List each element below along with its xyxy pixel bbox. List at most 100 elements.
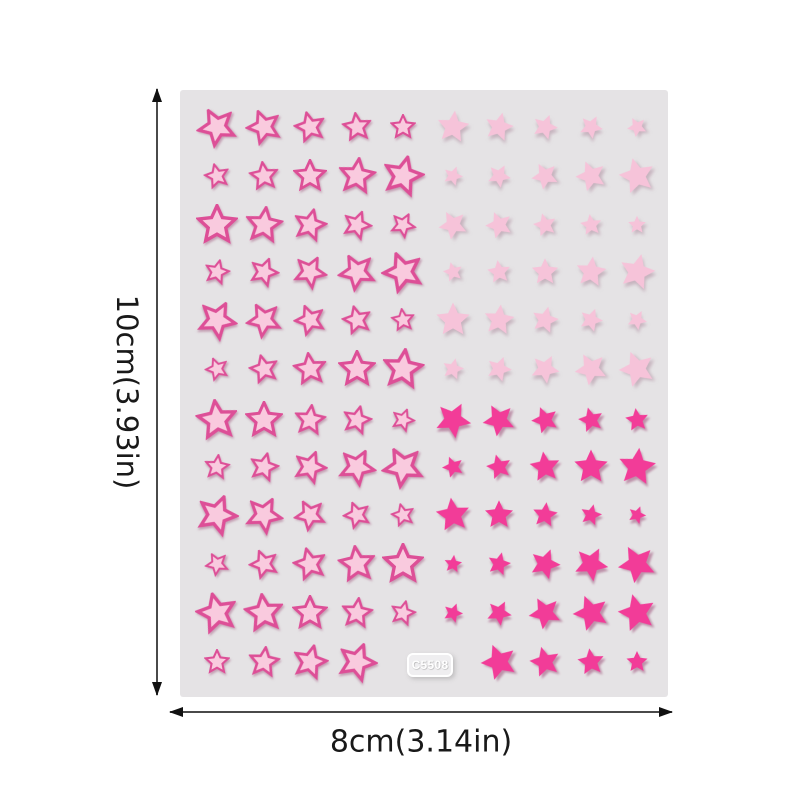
light-star-icon: [436, 302, 470, 335]
light-star-icon: [618, 351, 653, 387]
light-star-icon: [621, 254, 656, 290]
outline-star-icon: [337, 155, 378, 195]
hot-star-icon: [529, 646, 559, 677]
hot-star-icon: [617, 594, 654, 631]
hot-star-icon: [482, 405, 514, 437]
hot-star-icon: [533, 502, 558, 527]
light-star-icon: [574, 354, 606, 386]
outline-star-icon: [291, 350, 328, 386]
outline-star-icon: [294, 449, 329, 486]
light-star-icon: [576, 256, 607, 286]
light-star-icon: [488, 356, 512, 382]
hot-star-icon: [436, 403, 472, 439]
outline-star-icon: [293, 206, 329, 243]
outline-star-icon: [203, 552, 229, 578]
hot-star-icon: [487, 601, 512, 626]
height-dimension-label: 10cm(3.93in): [110, 294, 144, 490]
light-star-icon: [618, 158, 653, 194]
light-star-icon: [531, 356, 560, 384]
outline-star-icon: [292, 499, 326, 533]
outline-star-icon: [244, 302, 282, 340]
hot-star-icon: [441, 456, 463, 478]
outline-star-icon: [292, 109, 326, 144]
hot-star-icon: [444, 554, 463, 573]
outline-star-icon: [338, 448, 378, 488]
outline-star-icon: [245, 401, 283, 438]
outline-star-icon: [340, 110, 373, 142]
outline-star-icon: [292, 303, 325, 338]
hot-star-icon: [444, 603, 464, 623]
hot-star-icon: [625, 408, 648, 431]
outline-star-icon: [341, 500, 371, 531]
sticker-sheet: C5508: [180, 90, 668, 697]
width-dimension-arrow: [169, 707, 673, 717]
light-star-icon: [531, 163, 558, 190]
hot-star-icon: [528, 598, 560, 630]
height-dimension-arrow: [152, 88, 162, 696]
hot-star-icon: [486, 454, 510, 479]
hot-star-icon: [577, 648, 604, 675]
light-star-icon: [580, 116, 603, 139]
outline-star-icon: [336, 253, 376, 293]
hot-star-icon: [529, 451, 560, 481]
outline-star-icon: [195, 107, 237, 150]
hot-star-icon: [435, 497, 469, 531]
outline-star-icon: [389, 306, 416, 332]
outline-star-icon: [291, 545, 327, 582]
outline-star-icon: [247, 644, 282, 678]
light-star-icon: [580, 214, 602, 235]
light-star-icon: [438, 212, 467, 240]
light-star-icon: [627, 118, 647, 138]
light-star-icon: [628, 215, 646, 233]
light-star-icon: [580, 308, 603, 332]
outline-star-icon: [340, 595, 375, 629]
outline-star-icon: [194, 396, 239, 441]
outline-star-icon: [247, 352, 279, 385]
outline-star-icon: [293, 255, 329, 291]
outline-star-icon: [379, 250, 423, 295]
outline-star-icon: [390, 212, 418, 240]
light-star-icon: [444, 166, 464, 186]
outline-star-icon: [247, 548, 278, 581]
light-star-icon: [484, 304, 515, 334]
outline-star-icon: [245, 496, 285, 536]
hot-star-icon: [488, 552, 511, 576]
hot-star-icon: [578, 407, 602, 432]
outline-star-icon: [336, 543, 377, 583]
arrow-right-icon: [659, 707, 673, 717]
hot-star-icon: [480, 644, 515, 680]
light-star-icon: [442, 262, 462, 282]
outline-star-icon: [203, 452, 232, 480]
outline-star-icon: [389, 502, 415, 528]
outline-star-icon: [204, 649, 230, 674]
hot-star-icon: [531, 407, 557, 434]
hot-star-icon: [626, 650, 648, 671]
outline-star-icon: [243, 108, 281, 147]
outline-star-icon: [196, 204, 238, 244]
outline-star-icon: [382, 543, 424, 583]
outline-star-icon: [193, 590, 237, 635]
outline-star-icon: [391, 407, 417, 433]
hot-star-icon: [572, 595, 607, 631]
outline-star-icon: [250, 256, 281, 289]
outline-star-icon: [390, 114, 416, 139]
outline-star-icon: [197, 300, 239, 343]
outline-star-icon: [203, 356, 229, 382]
outline-star-icon: [242, 590, 285, 633]
width-dimension-label: 8cm(3.14in): [329, 724, 513, 760]
outline-star-icon: [202, 161, 230, 190]
light-star-icon: [533, 306, 559, 333]
product-code-label: C5508: [407, 653, 453, 677]
hot-star-icon: [531, 549, 561, 580]
outline-star-icon: [204, 257, 232, 286]
hot-star-icon: [581, 504, 603, 526]
outline-star-icon: [292, 642, 330, 681]
light-star-icon: [533, 213, 556, 237]
hot-star-icon: [574, 449, 608, 482]
arrow-up-icon: [152, 88, 162, 102]
hot-star-icon: [617, 546, 655, 584]
hot-star-icon: [484, 500, 514, 527]
outline-star-icon: [381, 345, 426, 390]
outline-star-icon: [293, 402, 328, 436]
